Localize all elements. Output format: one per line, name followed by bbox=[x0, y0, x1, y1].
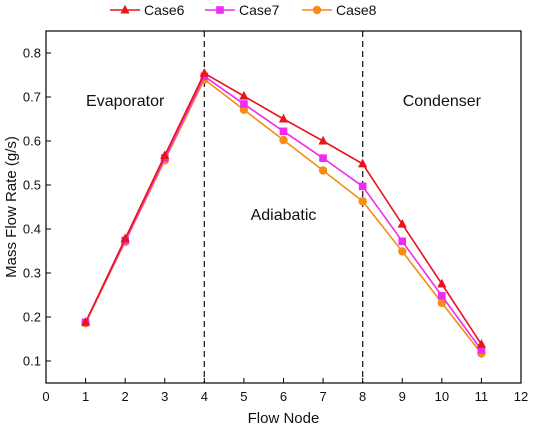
y-tick-label: 0.6 bbox=[23, 134, 41, 149]
data-point-case6 bbox=[120, 233, 130, 243]
legend-item-case8: Case8 bbox=[302, 2, 377, 18]
x-tick-label: 3 bbox=[161, 389, 168, 404]
legend-label-case8: Case8 bbox=[336, 2, 377, 18]
data-point-case8 bbox=[398, 247, 407, 256]
data-point-case6 bbox=[278, 113, 289, 123]
y-tick-label: 0.4 bbox=[23, 222, 41, 237]
y-tick-label: 0.1 bbox=[23, 354, 41, 369]
data-point-case8 bbox=[279, 135, 288, 145]
y-tick-label: 0.2 bbox=[23, 310, 41, 325]
y-tick-label: 0.3 bbox=[23, 266, 41, 281]
x-tick-label: 9 bbox=[399, 389, 406, 404]
x-tick-label: 11 bbox=[475, 389, 489, 404]
y-axis-title: Mass Flow Rate (g/s) bbox=[3, 136, 20, 278]
x-tick-label: 2 bbox=[122, 389, 129, 404]
data-point-case8 bbox=[318, 166, 328, 175]
data-point-case8 bbox=[437, 298, 447, 308]
data-point-case6 bbox=[358, 158, 368, 168]
data-point-case6 bbox=[397, 218, 407, 228]
data-point-case6 bbox=[199, 68, 209, 77]
data-point-case6 bbox=[318, 135, 328, 145]
legend-item-case6: Case6 bbox=[110, 2, 185, 18]
x-axis-title: Flow Node bbox=[248, 410, 320, 427]
x-tick-label: 1 bbox=[82, 389, 89, 404]
x-axis-ticks: 0 1 2 3 4 5 6 7 8 9 10 11 12 bbox=[42, 378, 528, 404]
data-point-case7 bbox=[279, 127, 288, 136]
legend-item-case7: Case7 bbox=[205, 2, 280, 18]
x-tick-label: 7 bbox=[319, 389, 326, 404]
y-axis-ticks: 0.1 0.2 0.3 0.4 0.5 0.6 0.7 0.8 bbox=[23, 46, 51, 369]
legend-label-case6: Case6 bbox=[144, 2, 185, 18]
x-tick-label: 0 bbox=[42, 389, 49, 404]
legend-marker-case6 bbox=[120, 4, 130, 14]
data-point-case7 bbox=[358, 182, 367, 191]
y-tick-label: 0.5 bbox=[23, 178, 41, 193]
data-point-case7 bbox=[438, 292, 446, 300]
data-point-case6 bbox=[476, 339, 487, 348]
data-point-case6 bbox=[239, 90, 249, 100]
y-tick-label: 0.7 bbox=[23, 90, 41, 105]
x-tick-label: 10 bbox=[435, 389, 449, 404]
legend-marker-case7 bbox=[216, 6, 224, 14]
region-labels: Evaporator Adiabatic Condenser bbox=[86, 93, 482, 224]
x-tick-label: 6 bbox=[280, 389, 287, 404]
data-point-case7 bbox=[477, 346, 486, 354]
x-tick-label: 4 bbox=[201, 389, 208, 404]
legend-label-case7: Case7 bbox=[239, 2, 280, 18]
x-tick-label: 12 bbox=[514, 389, 528, 404]
region-label-condenser: Condenser bbox=[403, 93, 482, 110]
region-label-evaporator: Evaporator bbox=[86, 93, 165, 110]
data-point-case6 bbox=[437, 278, 447, 288]
plot-series bbox=[80, 68, 487, 358]
data-point-case7 bbox=[240, 100, 248, 108]
y-tick-label: 0.8 bbox=[23, 46, 41, 61]
series-case6 bbox=[80, 68, 487, 348]
data-point-case8 bbox=[358, 197, 367, 206]
section-divider-lines bbox=[203, 31, 364, 383]
x-tick-label: 5 bbox=[240, 389, 247, 404]
region-label-adiabatic: Adiabatic bbox=[251, 207, 317, 224]
legend-marker-case8 bbox=[312, 5, 322, 15]
data-point-case6 bbox=[160, 150, 170, 159]
data-point-case7 bbox=[319, 154, 327, 162]
legend: Case6 Case7 Case8 bbox=[110, 2, 377, 18]
x-tick-label: 8 bbox=[359, 389, 366, 404]
data-point-case7 bbox=[398, 237, 407, 246]
data-point-case6 bbox=[80, 317, 91, 326]
